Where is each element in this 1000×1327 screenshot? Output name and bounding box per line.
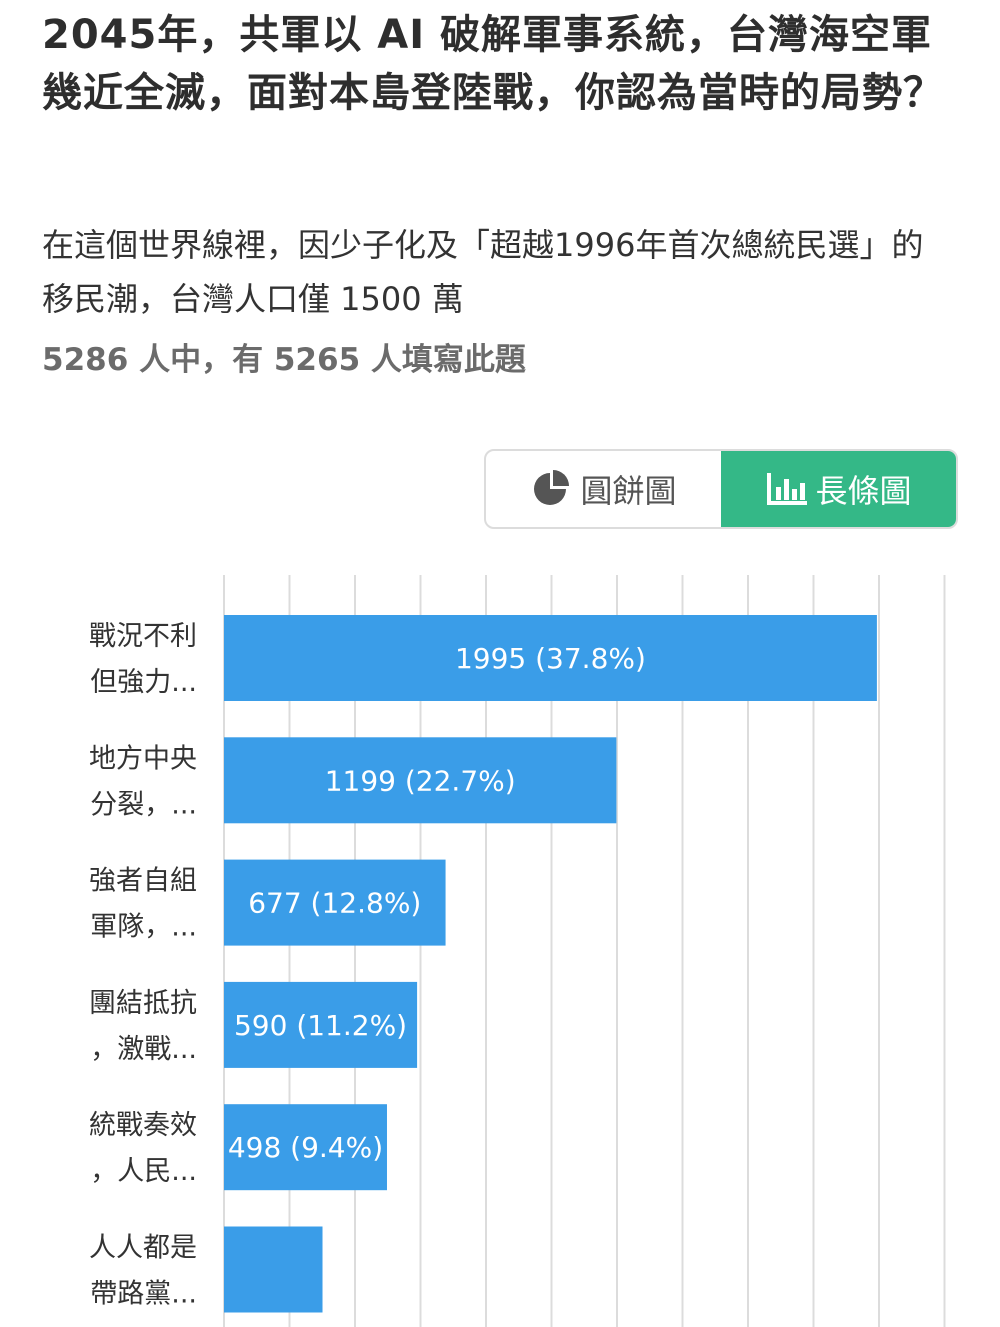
bar[interactable] [224,859,446,946]
bar-value-label: 498 (9.4%) [228,1131,383,1164]
bar[interactable] [224,1104,387,1191]
category-label: 帶路黨... [90,1279,197,1310]
category-label: 統戰奏效 [89,1110,197,1141]
bar[interactable] [224,981,418,1068]
bar[interactable] [224,615,877,701]
category-label: 但強力... [90,667,197,698]
bar[interactable] [224,1226,323,1313]
category-label: 戰況不利 [89,621,197,652]
category-label: 團結抵抗 [89,988,197,1019]
bar-value-label: 1199 (22.7%) [325,764,516,797]
category-label: 軍隊，... [90,912,197,943]
question-description: 在這個世界線裡，因少子化及「超越1996年首次總統民選」的移民潮，台灣人口僅 1… [42,226,924,318]
category-label: ，人民... [90,1156,197,1187]
pie-chart-label: 圓餅圖 [580,472,677,510]
bar-value-label: 677 (12.8%) [248,887,421,920]
bar-chart-label: 長條圖 [815,472,912,510]
bar-value-label: 590 (11.2%) [234,1009,407,1042]
bar-chart-icon [767,473,808,505]
pie-chart-icon [534,470,570,505]
bar-value-label: 1995 (37.8%) [455,642,646,675]
category-label: 強者自組 [89,866,197,897]
category-label: 地方中央 [89,743,197,774]
chart-view-toggle: 圓餅圖 長條圖 [484,449,958,529]
response-count: 5286 人中，有 5265 人填寫此題 [42,342,526,378]
category-label: ，激戰... [90,1034,197,1065]
bar-chart-button[interactable]: 長條圖 [721,451,956,527]
bar[interactable] [224,737,617,824]
pie-chart-button[interactable]: 圓餅圖 [486,451,721,527]
category-label: 人人都是 [89,1233,197,1264]
question-title: 2045年，共軍以 AI 破解軍事系統，台灣海空軍幾近全滅，面對本島登陸戰，你認… [42,12,944,116]
category-label: 分裂，... [90,789,197,820]
